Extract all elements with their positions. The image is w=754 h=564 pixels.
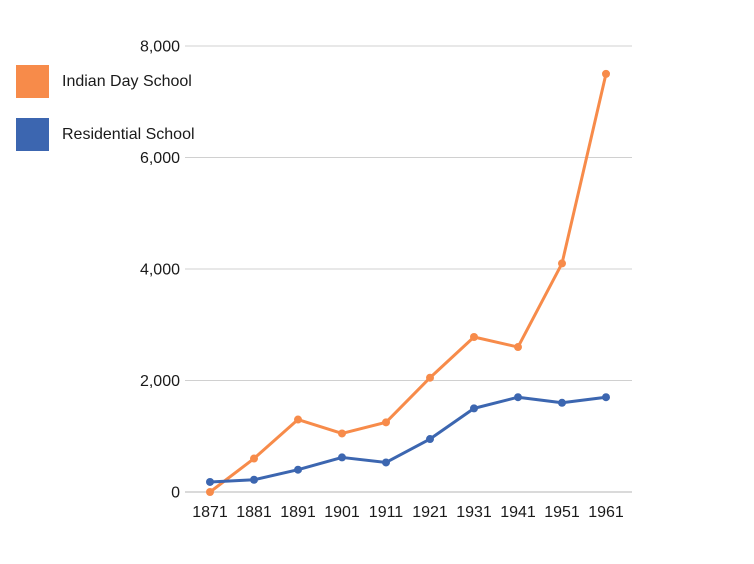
data-point — [470, 333, 478, 342]
y-tick-label: 4,000 — [140, 262, 180, 279]
x-tick-label: 1931 — [456, 504, 492, 521]
y-tick-label: 0 — [171, 485, 180, 502]
y-tick-label: 2,000 — [140, 373, 180, 390]
data-point — [514, 393, 522, 402]
x-tick-label: 1941 — [500, 504, 536, 521]
data-point — [338, 429, 346, 438]
x-tick-label: 1871 — [192, 504, 228, 521]
y-tick-label: 6,000 — [140, 150, 180, 167]
y-tick-label: 8,000 — [140, 39, 180, 56]
data-point — [558, 259, 566, 268]
data-point — [514, 343, 522, 352]
series-line — [208, 72, 608, 494]
legend-swatch-residential-school — [16, 118, 49, 151]
x-tick-label: 1881 — [236, 504, 272, 521]
data-point — [470, 404, 478, 413]
data-point — [382, 418, 390, 427]
data-point — [206, 488, 214, 496]
x-tick-label: 1951 — [544, 504, 580, 521]
x-tick-label: 1911 — [369, 504, 404, 521]
data-point — [250, 475, 258, 484]
legend-item-indian-day-school: Indian Day School — [16, 65, 195, 98]
data-point — [382, 458, 390, 467]
data-point — [602, 393, 610, 402]
x-tick-label: 1961 — [588, 504, 624, 521]
data-point — [294, 465, 302, 474]
legend-label-residential-school: Residential School — [62, 125, 195, 143]
data-point — [294, 415, 302, 424]
x-tick-label: 1891 — [280, 504, 316, 521]
data-point — [426, 373, 434, 382]
x-tick-label: 1921 — [412, 504, 448, 521]
data-point — [558, 398, 566, 407]
legend-item-residential-school: Residential School — [16, 118, 195, 151]
data-point — [426, 435, 434, 444]
series-line — [208, 395, 608, 484]
data-point — [602, 69, 610, 78]
legend-swatch-indian-day-school — [16, 65, 49, 98]
data-point — [338, 453, 346, 462]
chart-legend: Indian Day School Residential School — [16, 65, 195, 151]
x-tick-label: 1901 — [324, 504, 360, 521]
data-point — [250, 454, 258, 463]
data-point — [206, 477, 214, 486]
legend-label-indian-day-school: Indian Day School — [62, 72, 192, 90]
